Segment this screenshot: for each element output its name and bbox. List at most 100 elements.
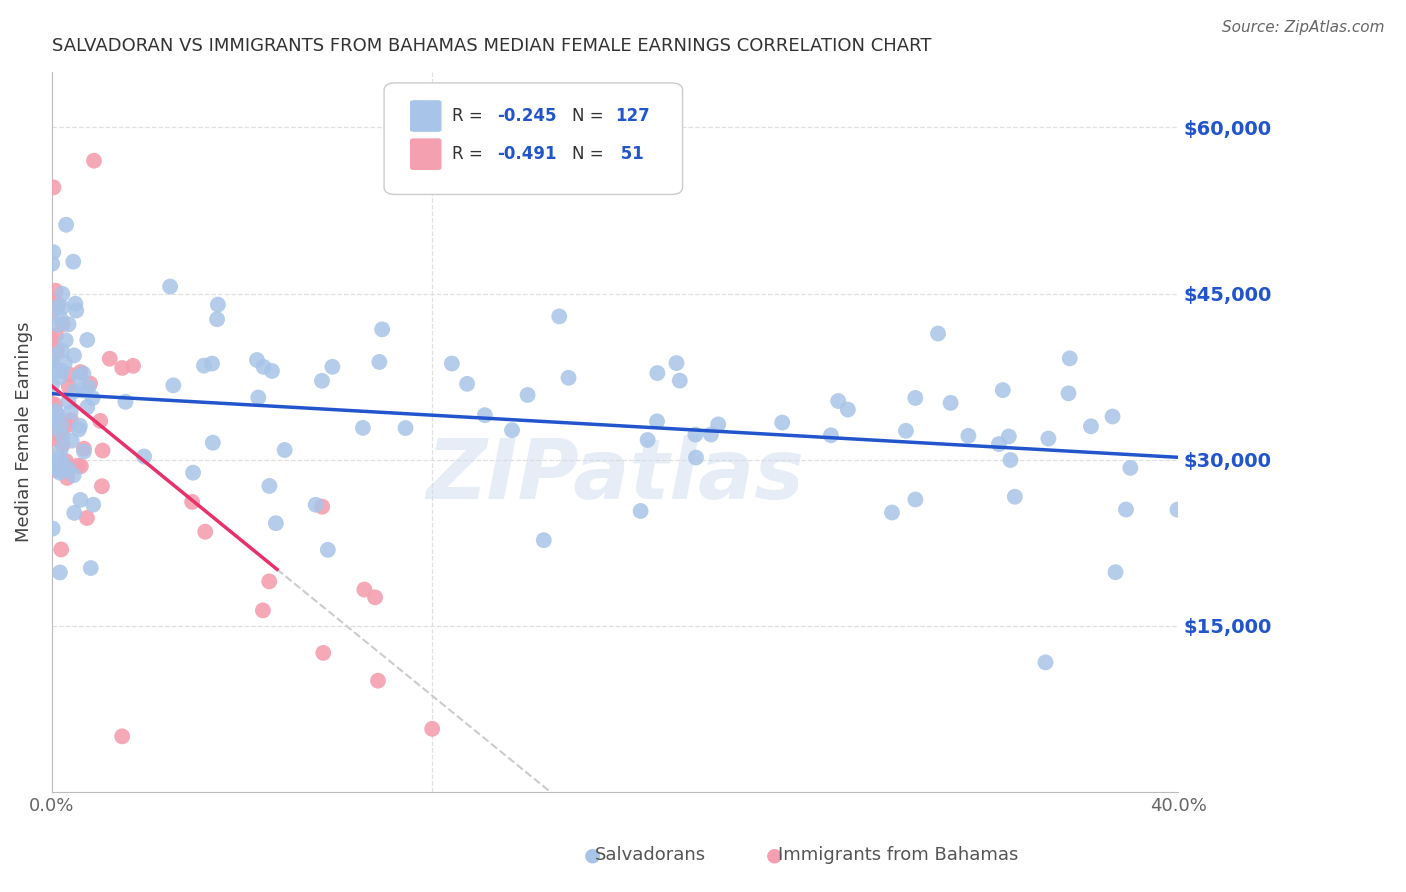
Point [820,428,842,442]
Point [48,370,70,384]
Y-axis label: Median Female Earnings: Median Female Earnings [15,322,32,542]
Point [55,454,77,468]
Point [957,429,980,443]
Point [51,456,73,470]
Point [62,254,84,268]
Point [51,542,73,557]
Point [42,420,65,434]
Point [45,363,67,377]
Point [260,364,283,378]
Point [41,377,63,392]
Point [1057,386,1080,401]
Point [69,492,91,507]
Point [41,332,63,346]
Text: ●: ● [766,845,783,864]
Text: -0.491: -0.491 [496,145,557,163]
Point [41,397,63,411]
Point [67,369,90,384]
Point [83,153,105,168]
Text: ZIPatlas: ZIPatlas [426,434,804,516]
Point [51,286,73,301]
Point [48,462,70,476]
Text: Salvadorans: Salvadorans [595,846,706,863]
Point [352,421,374,435]
Point [72,384,94,398]
Point [82,391,104,405]
Point [45,407,67,421]
Text: Immigrants from Bahamas: Immigrants from Bahamas [778,846,1018,863]
Point [63,348,86,362]
Point [252,359,274,374]
Point [49,466,72,480]
Point [904,391,927,405]
Point [193,359,215,373]
Point [51,429,73,443]
Point [76,511,98,525]
Point [41,349,63,363]
Point [42,180,65,194]
Point [456,376,478,391]
Point [259,479,281,493]
Point [998,429,1021,443]
Point [49,566,72,580]
Point [1080,419,1102,434]
Point [647,366,669,380]
Point [311,500,333,514]
Point [67,422,90,436]
FancyBboxPatch shape [384,83,682,194]
Text: 51: 51 [614,145,644,163]
Point [987,437,1010,451]
Point [557,370,579,384]
Point [58,394,80,409]
Point [51,300,73,314]
Text: ●: ● [583,845,600,864]
Text: SALVADORAN VS IMMIGRANTS FROM BAHAMAS MEDIAN FEMALE EARNINGS CORRELATION CHART: SALVADORAN VS IMMIGRANTS FROM BAHAMAS ME… [52,37,931,55]
Point [65,303,87,318]
Point [927,326,949,341]
Point [665,356,688,370]
Point [1119,461,1142,475]
Point [73,442,96,456]
Point [201,357,224,371]
Point [880,506,903,520]
Point [122,359,145,373]
Point [46,418,69,433]
Point [252,603,274,617]
Point [44,293,66,308]
Point [41,357,63,371]
Point [82,498,104,512]
Point [73,444,96,458]
Point [63,506,86,520]
Point [49,443,72,458]
Point [371,322,394,336]
Point [49,310,72,325]
Point [316,542,339,557]
Point [90,479,112,493]
Point [69,418,91,433]
Point [45,328,67,343]
Point [89,414,111,428]
Point [837,402,859,417]
Text: N =: N = [572,145,609,163]
Point [194,524,217,539]
Point [685,450,707,465]
Point [257,574,280,589]
Point [368,355,391,369]
Point [548,310,571,324]
Point [58,417,80,432]
Point [501,423,523,437]
Point [42,245,65,260]
Point [63,384,86,399]
Point [46,427,69,442]
Point [273,442,295,457]
Point [60,434,83,448]
Point [630,504,652,518]
Point [76,333,98,347]
Point [51,343,73,358]
Point [76,400,98,414]
Point [353,582,375,597]
Point [311,374,333,388]
Point [45,463,67,477]
Point [707,417,730,432]
Text: R =: R = [451,145,488,163]
